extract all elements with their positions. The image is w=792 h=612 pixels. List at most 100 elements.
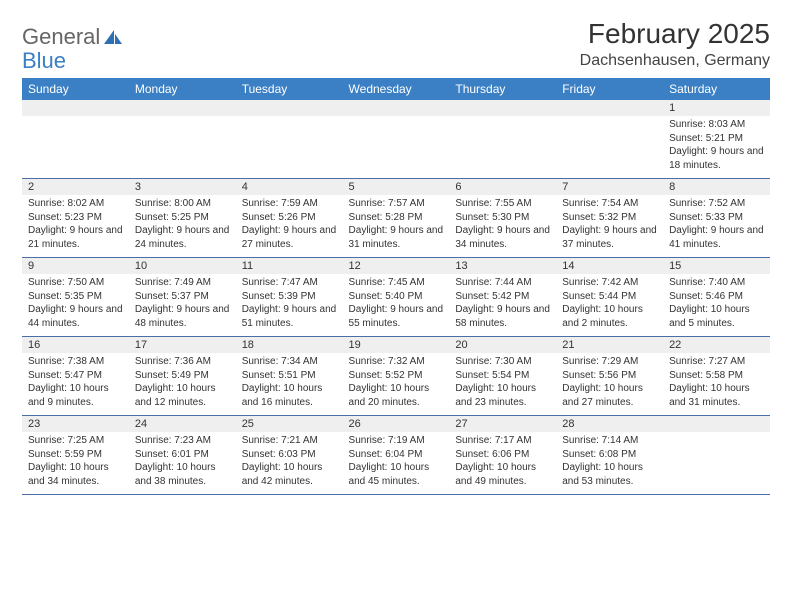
sunset-text: Sunset: 5:37 PM bbox=[135, 290, 230, 304]
brand-part1: General bbox=[22, 24, 100, 50]
sunrise-text: Sunrise: 7:52 AM bbox=[669, 197, 764, 211]
day-number: 22 bbox=[663, 337, 770, 353]
day-number: 21 bbox=[556, 337, 663, 353]
calendar-cell: 3Sunrise: 8:00 AMSunset: 5:25 PMDaylight… bbox=[129, 179, 236, 258]
day-number bbox=[129, 100, 236, 116]
sunset-text: Sunset: 5:56 PM bbox=[562, 369, 657, 383]
sunset-text: Sunset: 5:21 PM bbox=[669, 132, 764, 146]
sunset-text: Sunset: 5:52 PM bbox=[349, 369, 444, 383]
daylight-text: Daylight: 9 hours and 41 minutes. bbox=[669, 224, 764, 251]
day-number: 7 bbox=[556, 179, 663, 195]
calendar-cell: 16Sunrise: 7:38 AMSunset: 5:47 PMDayligh… bbox=[22, 337, 129, 416]
daylight-text: Daylight: 10 hours and 38 minutes. bbox=[135, 461, 230, 488]
day-details: Sunrise: 7:42 AMSunset: 5:44 PMDaylight:… bbox=[556, 274, 663, 336]
daylight-text: Daylight: 10 hours and 53 minutes. bbox=[562, 461, 657, 488]
sunset-text: Sunset: 5:28 PM bbox=[349, 211, 444, 225]
sail-icon bbox=[102, 28, 124, 46]
day-details: Sunrise: 7:52 AMSunset: 5:33 PMDaylight:… bbox=[663, 195, 770, 257]
day-details: Sunrise: 7:32 AMSunset: 5:52 PMDaylight:… bbox=[343, 353, 450, 415]
sunset-text: Sunset: 5:32 PM bbox=[562, 211, 657, 225]
daylight-text: Daylight: 9 hours and 44 minutes. bbox=[28, 303, 123, 330]
day-details: Sunrise: 7:30 AMSunset: 5:54 PMDaylight:… bbox=[449, 353, 556, 415]
calendar-cell: 21Sunrise: 7:29 AMSunset: 5:56 PMDayligh… bbox=[556, 337, 663, 416]
daylight-text: Daylight: 10 hours and 23 minutes. bbox=[455, 382, 550, 409]
day-details: Sunrise: 7:44 AMSunset: 5:42 PMDaylight:… bbox=[449, 274, 556, 336]
calendar-cell: 13Sunrise: 7:44 AMSunset: 5:42 PMDayligh… bbox=[449, 258, 556, 337]
day-number: 1 bbox=[663, 100, 770, 116]
sunrise-text: Sunrise: 7:27 AM bbox=[669, 355, 764, 369]
sunset-text: Sunset: 5:42 PM bbox=[455, 290, 550, 304]
sunset-text: Sunset: 6:01 PM bbox=[135, 448, 230, 462]
sunrise-text: Sunrise: 7:50 AM bbox=[28, 276, 123, 290]
day-number bbox=[449, 100, 556, 116]
sunset-text: Sunset: 6:04 PM bbox=[349, 448, 444, 462]
calendar-week-row: 9Sunrise: 7:50 AMSunset: 5:35 PMDaylight… bbox=[22, 258, 770, 337]
sunset-text: Sunset: 5:40 PM bbox=[349, 290, 444, 304]
brand-part2: Blue bbox=[22, 48, 66, 73]
daylight-text: Daylight: 10 hours and 2 minutes. bbox=[562, 303, 657, 330]
calendar-cell bbox=[663, 416, 770, 495]
day-details: Sunrise: 8:00 AMSunset: 5:25 PMDaylight:… bbox=[129, 195, 236, 257]
day-details: Sunrise: 7:54 AMSunset: 5:32 PMDaylight:… bbox=[556, 195, 663, 257]
day-number: 17 bbox=[129, 337, 236, 353]
sunrise-text: Sunrise: 7:25 AM bbox=[28, 434, 123, 448]
sunset-text: Sunset: 5:30 PM bbox=[455, 211, 550, 225]
col-tuesday: Tuesday bbox=[236, 78, 343, 100]
calendar-cell: 11Sunrise: 7:47 AMSunset: 5:39 PMDayligh… bbox=[236, 258, 343, 337]
calendar-page: General February 2025 Dachsenhausen, Ger… bbox=[0, 0, 792, 495]
month-title: February 2025 bbox=[580, 18, 770, 50]
calendar-cell: 15Sunrise: 7:40 AMSunset: 5:46 PMDayligh… bbox=[663, 258, 770, 337]
day-details: Sunrise: 7:17 AMSunset: 6:06 PMDaylight:… bbox=[449, 432, 556, 494]
day-number: 24 bbox=[129, 416, 236, 432]
sunrise-text: Sunrise: 7:49 AM bbox=[135, 276, 230, 290]
day-number: 10 bbox=[129, 258, 236, 274]
day-details bbox=[22, 116, 129, 172]
sunrise-text: Sunrise: 7:54 AM bbox=[562, 197, 657, 211]
calendar-cell: 22Sunrise: 7:27 AMSunset: 5:58 PMDayligh… bbox=[663, 337, 770, 416]
sunrise-text: Sunrise: 7:47 AM bbox=[242, 276, 337, 290]
calendar-cell: 9Sunrise: 7:50 AMSunset: 5:35 PMDaylight… bbox=[22, 258, 129, 337]
col-monday: Monday bbox=[129, 78, 236, 100]
day-details bbox=[663, 432, 770, 488]
day-details: Sunrise: 7:59 AMSunset: 5:26 PMDaylight:… bbox=[236, 195, 343, 257]
calendar-cell: 6Sunrise: 7:55 AMSunset: 5:30 PMDaylight… bbox=[449, 179, 556, 258]
daylight-text: Daylight: 10 hours and 34 minutes. bbox=[28, 461, 123, 488]
day-number bbox=[236, 100, 343, 116]
calendar-body: 1Sunrise: 8:03 AMSunset: 5:21 PMDaylight… bbox=[22, 100, 770, 495]
day-number: 14 bbox=[556, 258, 663, 274]
calendar-cell: 25Sunrise: 7:21 AMSunset: 6:03 PMDayligh… bbox=[236, 416, 343, 495]
day-details: Sunrise: 8:03 AMSunset: 5:21 PMDaylight:… bbox=[663, 116, 770, 178]
daylight-text: Daylight: 10 hours and 49 minutes. bbox=[455, 461, 550, 488]
calendar-cell: 19Sunrise: 7:32 AMSunset: 5:52 PMDayligh… bbox=[343, 337, 450, 416]
day-number: 9 bbox=[22, 258, 129, 274]
day-number: 2 bbox=[22, 179, 129, 195]
day-details: Sunrise: 7:19 AMSunset: 6:04 PMDaylight:… bbox=[343, 432, 450, 494]
daylight-text: Daylight: 9 hours and 37 minutes. bbox=[562, 224, 657, 251]
day-details bbox=[449, 116, 556, 172]
daylight-text: Daylight: 10 hours and 42 minutes. bbox=[242, 461, 337, 488]
sunrise-text: Sunrise: 7:36 AM bbox=[135, 355, 230, 369]
daylight-text: Daylight: 9 hours and 34 minutes. bbox=[455, 224, 550, 251]
daylight-text: Daylight: 10 hours and 5 minutes. bbox=[669, 303, 764, 330]
day-number: 12 bbox=[343, 258, 450, 274]
sunrise-text: Sunrise: 7:44 AM bbox=[455, 276, 550, 290]
daylight-text: Daylight: 9 hours and 21 minutes. bbox=[28, 224, 123, 251]
day-details bbox=[236, 116, 343, 172]
day-details: Sunrise: 7:45 AMSunset: 5:40 PMDaylight:… bbox=[343, 274, 450, 336]
sunset-text: Sunset: 5:46 PM bbox=[669, 290, 764, 304]
sunset-text: Sunset: 6:06 PM bbox=[455, 448, 550, 462]
sunset-text: Sunset: 5:26 PM bbox=[242, 211, 337, 225]
sunset-text: Sunset: 5:49 PM bbox=[135, 369, 230, 383]
daylight-text: Daylight: 9 hours and 27 minutes. bbox=[242, 224, 337, 251]
sunrise-text: Sunrise: 7:45 AM bbox=[349, 276, 444, 290]
sunrise-text: Sunrise: 7:14 AM bbox=[562, 434, 657, 448]
day-number bbox=[343, 100, 450, 116]
daylight-text: Daylight: 9 hours and 31 minutes. bbox=[349, 224, 444, 251]
page-header: General February 2025 Dachsenhausen, Ger… bbox=[22, 18, 770, 70]
calendar-cell bbox=[236, 100, 343, 179]
day-number: 16 bbox=[22, 337, 129, 353]
calendar-cell bbox=[22, 100, 129, 179]
sunrise-text: Sunrise: 7:21 AM bbox=[242, 434, 337, 448]
sunset-text: Sunset: 6:03 PM bbox=[242, 448, 337, 462]
sunset-text: Sunset: 5:58 PM bbox=[669, 369, 764, 383]
